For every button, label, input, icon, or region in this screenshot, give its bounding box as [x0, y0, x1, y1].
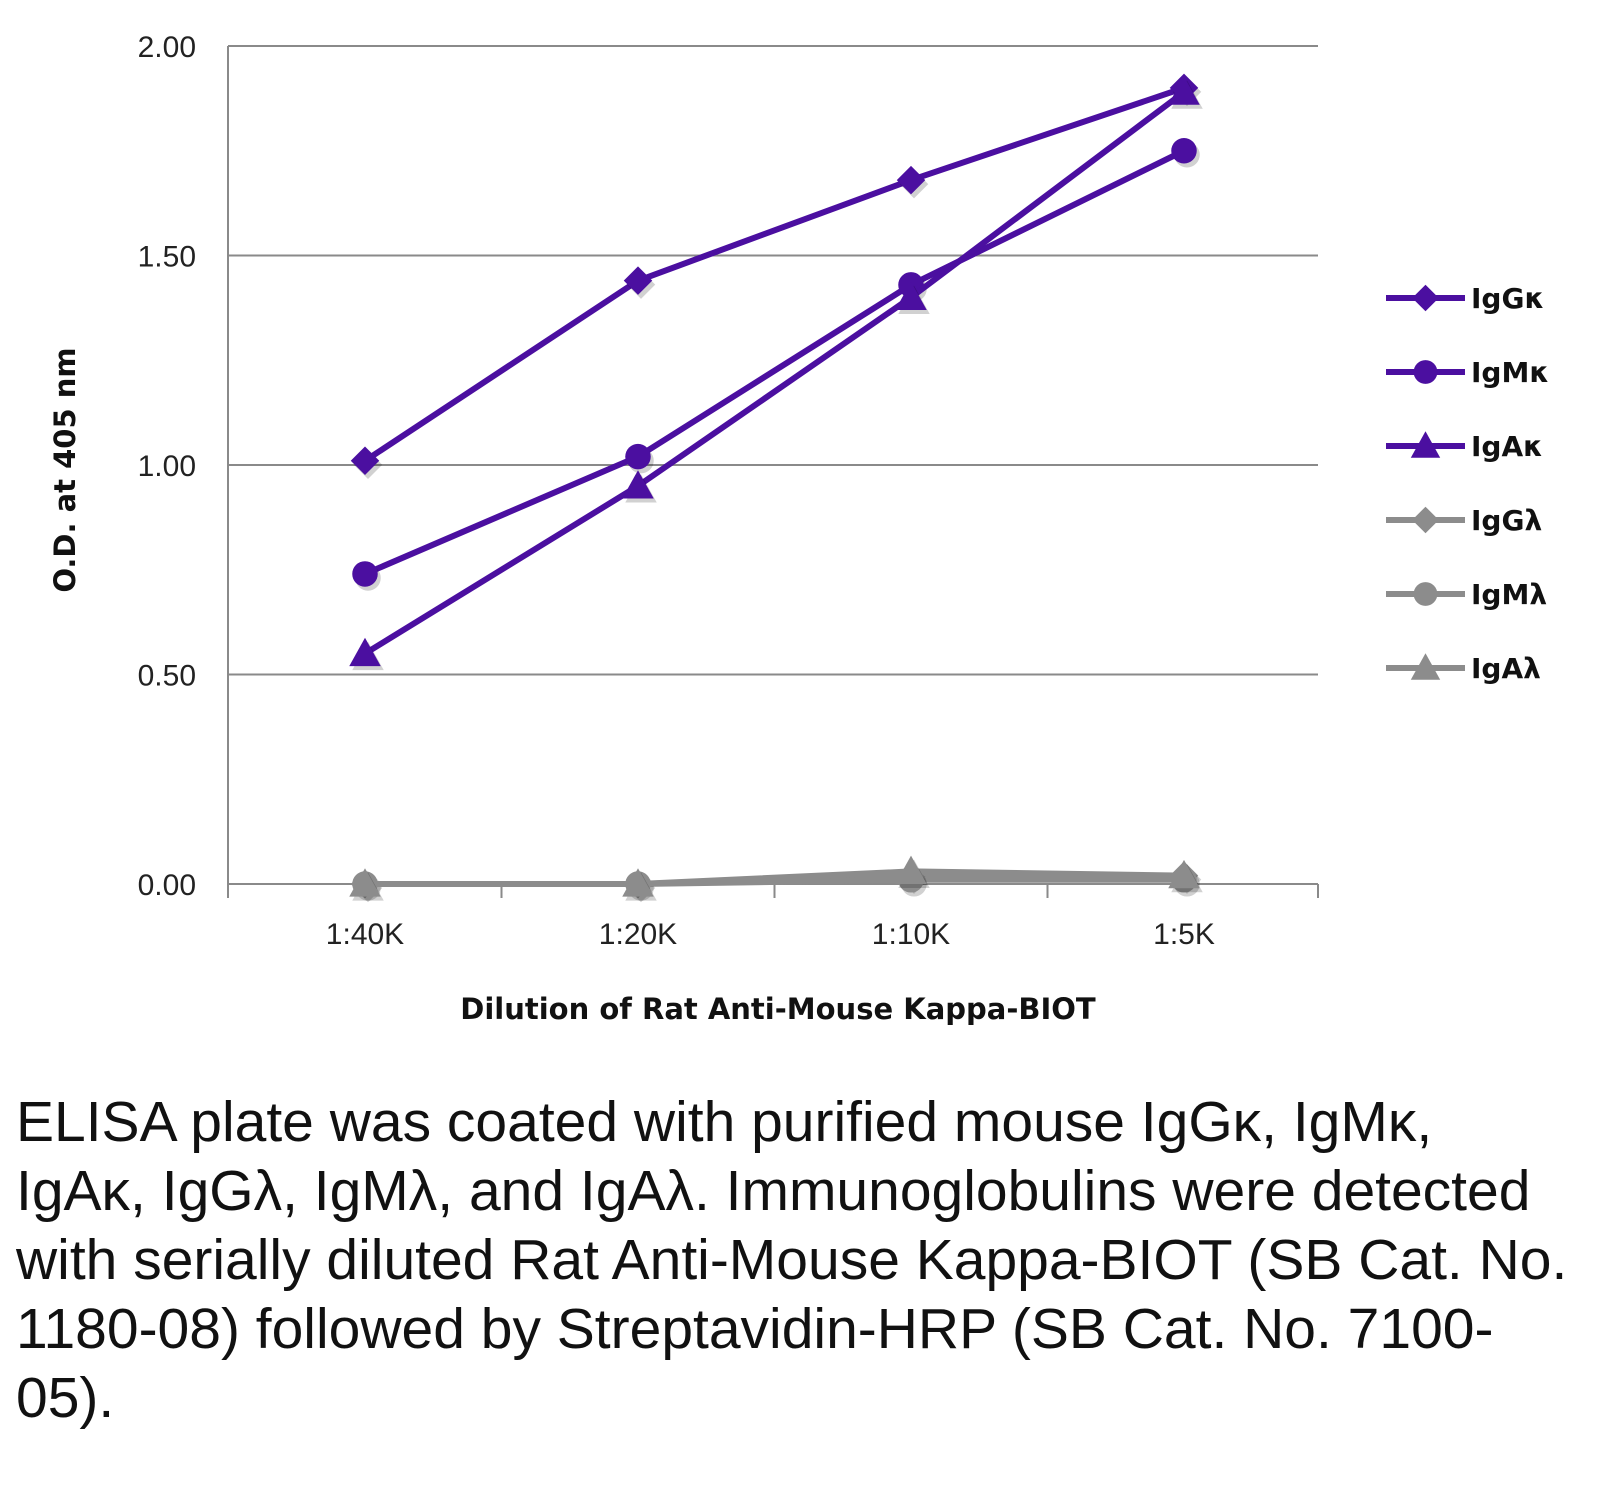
y-tick-label: 1.00	[138, 450, 196, 483]
gridlines	[228, 45, 1318, 676]
data-point	[1168, 859, 1200, 889]
series-IgGκ	[350, 73, 1202, 480]
data-point	[895, 855, 927, 885]
series-IgMκ	[352, 138, 1200, 591]
series-line	[363, 89, 1186, 657]
legend-marker	[1410, 653, 1441, 680]
data-point	[352, 561, 378, 587]
legend-item: IgMκ	[1386, 356, 1549, 389]
y-tick-label: 0.50	[138, 660, 196, 693]
legend-item: IgAλ	[1386, 652, 1541, 685]
legend-marker	[1410, 431, 1441, 458]
x-tick-label: 1:10K	[872, 918, 950, 951]
legend-item: IgGκ	[1386, 282, 1544, 315]
y-tick-label: 1.50	[138, 241, 196, 274]
legend-label: IgMκ	[1471, 356, 1549, 389]
legend-item: IgMλ	[1386, 578, 1547, 611]
legend-label: IgAλ	[1471, 652, 1541, 685]
legend-marker	[1412, 506, 1439, 534]
x-tick-label: 1:5K	[1153, 918, 1215, 951]
data-point	[896, 165, 926, 195]
data-point	[625, 443, 651, 470]
series-IgAλ	[349, 855, 1203, 901]
legend-marker	[1413, 582, 1438, 606]
data-point	[349, 637, 381, 667]
x-tick-label: 1:40K	[326, 918, 404, 951]
data-point	[622, 470, 654, 499]
data-point	[1168, 76, 1200, 105]
data-point	[1171, 138, 1197, 164]
y-tick-label: 0.00	[138, 869, 196, 902]
legend-marker	[1413, 360, 1438, 384]
elisa-line-chart: 0.000.501.001.502.001:40K 1:20K 1:10K 1:5K …	[48, 31, 1549, 1026]
legend: IgGκ IgMκ IgAκ IgGλ IgMλ IgAλ	[1386, 282, 1549, 685]
data-point	[350, 446, 380, 476]
legend-label: IgGλ	[1471, 504, 1542, 537]
series-IgAκ	[349, 76, 1203, 671]
data-series	[349, 73, 1203, 903]
x-axis-title: Dilution of Rat Anti-Mouse Kappa-BIOT	[460, 992, 1096, 1026]
figure-caption: ELISA plate was coated with purified mou…	[16, 1090, 1584, 1430]
legend-label: IgAκ	[1471, 430, 1543, 463]
legend-marker	[1412, 284, 1439, 312]
series-line	[363, 148, 1186, 577]
legend-label: IgGκ	[1471, 282, 1544, 315]
series-line	[363, 85, 1185, 464]
legend-label: IgMλ	[1471, 578, 1547, 611]
data-point	[623, 266, 653, 295]
legend-item: IgGλ	[1386, 504, 1542, 537]
data-point	[622, 868, 654, 897]
data-point	[895, 281, 927, 310]
legend-item: IgAκ	[1386, 430, 1543, 463]
x-tick-label: 1:20K	[599, 918, 677, 951]
axes: 0.00 0.50 1.00 1.50 2.00 1:40K 1:20K 1:10K 1:5K	[138, 31, 1319, 951]
data-point	[349, 868, 381, 897]
series-line	[365, 868, 1185, 887]
y-axis-title: O.D. at 405 nm	[48, 347, 82, 592]
y-tick-label: 2.00	[138, 31, 196, 64]
